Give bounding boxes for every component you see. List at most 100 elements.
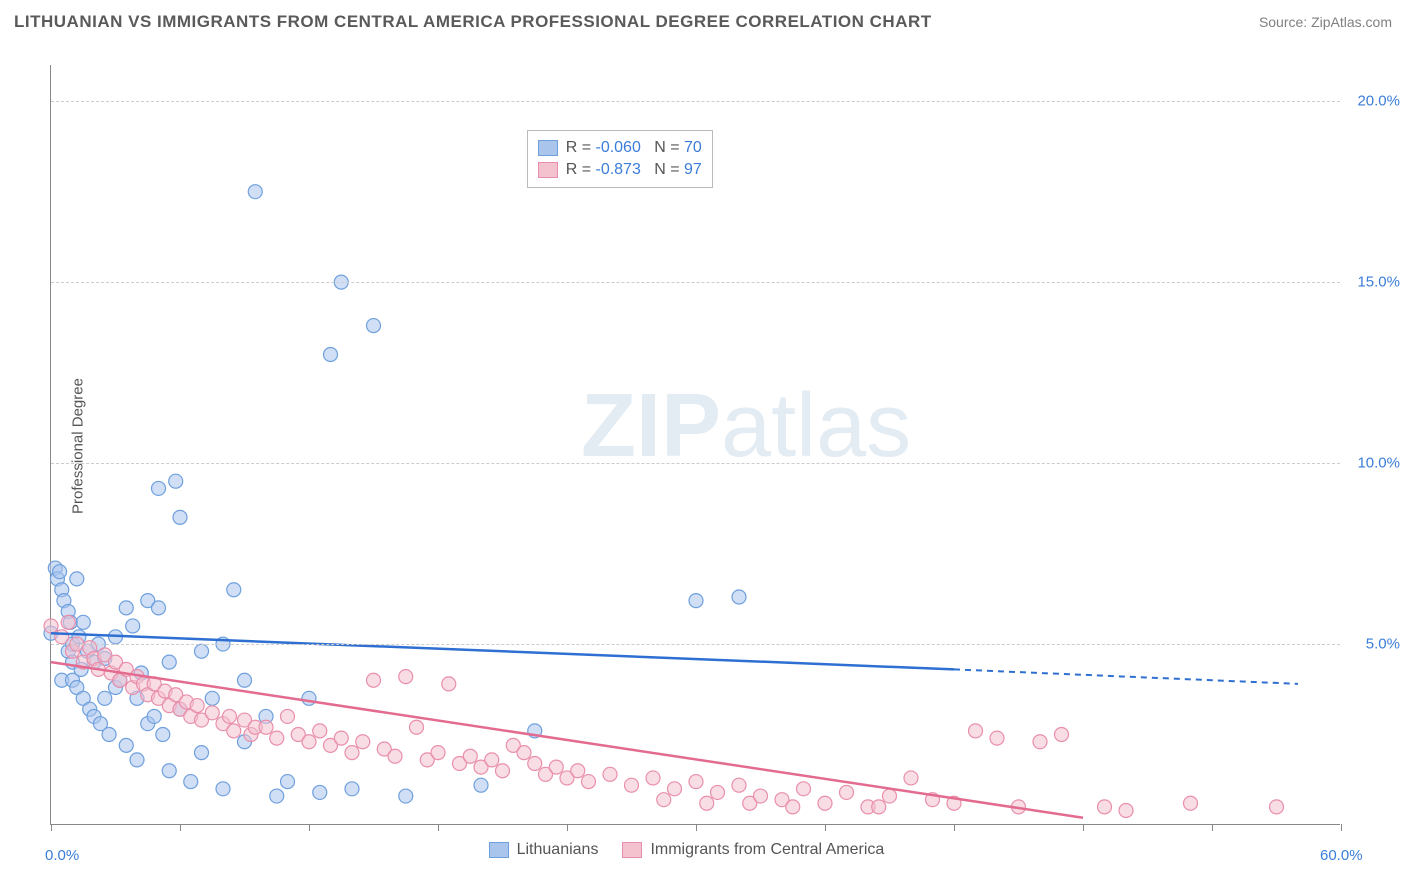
data-point: [248, 185, 262, 199]
data-point: [119, 601, 133, 615]
data-point: [732, 590, 746, 604]
chart: ZIPatlas 5.0%10.0%15.0%20.0%R = -0.060 N…: [50, 65, 1340, 825]
data-point: [818, 796, 832, 810]
x-tick: [825, 824, 826, 831]
data-point: [549, 760, 563, 774]
data-point: [528, 756, 542, 770]
data-point: [281, 775, 295, 789]
data-point: [324, 348, 338, 362]
data-point: [205, 706, 219, 720]
data-point: [222, 709, 236, 723]
data-point: [496, 764, 510, 778]
grid-line: [51, 101, 1340, 102]
data-point: [281, 709, 295, 723]
data-point: [732, 778, 746, 792]
data-point: [334, 731, 348, 745]
data-point: [625, 778, 639, 792]
legend-label: Immigrants from Central America: [650, 841, 884, 859]
data-point: [345, 746, 359, 760]
data-point: [463, 749, 477, 763]
data-point: [399, 670, 413, 684]
data-point: [582, 775, 596, 789]
y-tick-label: 20.0%: [1357, 93, 1400, 110]
data-point: [44, 619, 58, 633]
data-point: [431, 746, 445, 760]
data-point: [689, 775, 703, 789]
data-point: [55, 630, 69, 644]
data-point: [205, 691, 219, 705]
legend-item: Lithuanians: [489, 841, 599, 859]
data-point: [388, 749, 402, 763]
data-point: [130, 753, 144, 767]
data-point: [270, 731, 284, 745]
legend-row: R = -0.060 N = 70: [538, 137, 702, 159]
x-tick-label: 60.0%: [1320, 847, 1363, 864]
x-tick: [438, 824, 439, 831]
data-point: [70, 572, 84, 586]
x-tick: [1083, 824, 1084, 831]
data-point: [53, 565, 67, 579]
data-point: [162, 655, 176, 669]
data-point: [969, 724, 983, 738]
data-point: [345, 782, 359, 796]
x-tick: [1212, 824, 1213, 831]
data-point: [156, 728, 170, 742]
data-point: [227, 583, 241, 597]
data-point: [270, 789, 284, 803]
data-point: [173, 510, 187, 524]
data-point: [302, 735, 316, 749]
x-tick: [567, 824, 568, 831]
data-point: [883, 789, 897, 803]
data-point: [646, 771, 660, 785]
data-point: [227, 724, 241, 738]
y-tick-label: 15.0%: [1357, 274, 1400, 291]
data-point: [152, 601, 166, 615]
data-point: [216, 782, 230, 796]
regression-line-dash: [954, 669, 1298, 683]
data-point: [797, 782, 811, 796]
data-point: [1119, 804, 1133, 818]
y-tick-label: 5.0%: [1366, 636, 1400, 653]
data-point: [657, 793, 671, 807]
data-point: [872, 800, 886, 814]
data-point: [259, 720, 273, 734]
data-point: [1098, 800, 1112, 814]
data-point: [711, 785, 725, 799]
data-point: [102, 728, 116, 742]
grid-line: [51, 282, 1340, 283]
data-point: [1270, 800, 1284, 814]
data-point: [904, 771, 918, 785]
grid-line: [51, 463, 1340, 464]
data-point: [700, 796, 714, 810]
data-point: [1055, 728, 1069, 742]
y-tick-label: 10.0%: [1357, 455, 1400, 472]
legend-stats: R = -0.060 N = 70R = -0.873 N = 97: [527, 130, 713, 188]
page-title: LITHUANIAN VS IMMIGRANTS FROM CENTRAL AM…: [14, 12, 932, 32]
data-point: [1184, 796, 1198, 810]
data-point: [190, 699, 204, 713]
x-tick: [51, 824, 52, 831]
data-point: [195, 644, 209, 658]
data-point: [302, 691, 316, 705]
data-point: [169, 474, 183, 488]
data-point: [399, 789, 413, 803]
data-point: [754, 789, 768, 803]
x-tick: [309, 824, 310, 831]
x-tick-label: 0.0%: [45, 847, 79, 864]
data-point: [571, 764, 585, 778]
header: LITHUANIAN VS IMMIGRANTS FROM CENTRAL AM…: [14, 12, 1392, 32]
legend-bottom: Lithuanians Immigrants from Central Ameri…: [489, 841, 885, 859]
regression-line: [51, 662, 1083, 818]
data-point: [1033, 735, 1047, 749]
data-point: [356, 735, 370, 749]
data-point: [162, 764, 176, 778]
legend-swatch: [538, 162, 558, 178]
legend-label: Lithuanians: [517, 841, 599, 859]
data-point: [76, 615, 90, 629]
legend-stat-text: R = -0.060 N = 70: [566, 137, 702, 159]
data-point: [184, 775, 198, 789]
legend-swatch: [489, 842, 509, 858]
data-point: [410, 720, 424, 734]
legend-stat-text: R = -0.873 N = 97: [566, 159, 702, 181]
data-point: [367, 319, 381, 333]
